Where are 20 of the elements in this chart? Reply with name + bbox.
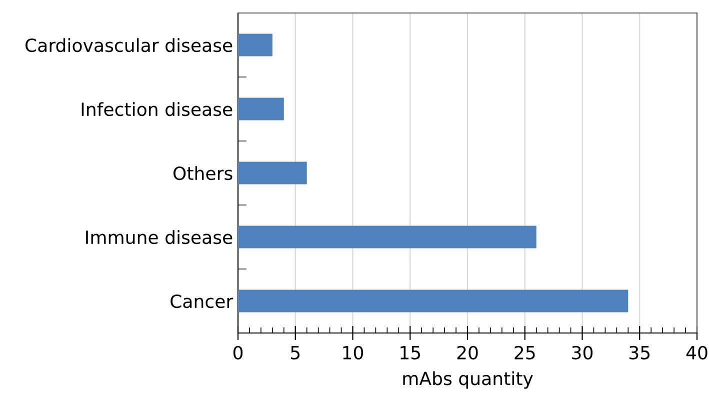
bar (238, 226, 536, 248)
x-tick-label: 5 (291, 346, 300, 360)
x-tick-label: 35 (630, 346, 650, 360)
x-tick-label: 0 (233, 346, 243, 360)
x-tick-label: 10 (343, 346, 364, 360)
bar (238, 290, 628, 312)
bar (238, 98, 284, 120)
x-tick-label: 15 (400, 346, 420, 360)
y-tick-label: Cancer (170, 294, 234, 308)
x-axis-title: mAbs quantity (403, 371, 533, 389)
x-tick-label: 20 (457, 346, 478, 360)
x-tick-label: 25 (514, 346, 535, 360)
bar (238, 34, 272, 56)
bar (238, 162, 307, 184)
y-tick-label: Others (173, 166, 232, 180)
x-tick-label: 40 (686, 346, 708, 360)
y-tick-label: Cardiovascular disease (26, 38, 232, 52)
y-tick-label: Infection disease (82, 102, 232, 116)
x-tick-label: 30 (572, 346, 593, 360)
y-tick-label: Immune disease (86, 230, 232, 244)
